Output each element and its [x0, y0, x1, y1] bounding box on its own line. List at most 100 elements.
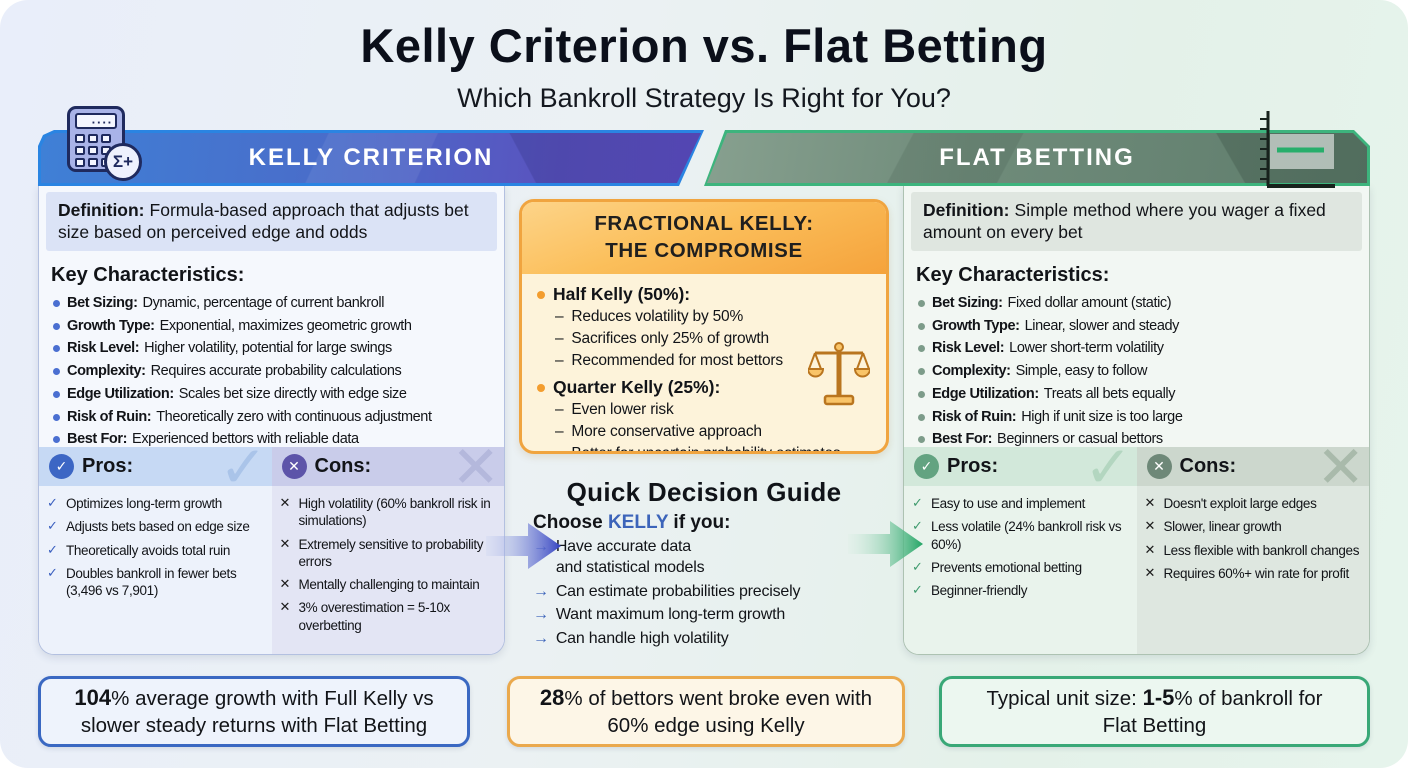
- check-icon: ✓: [47, 541, 58, 557]
- characteristic-item: Best For: Experienced bettors with reliab…: [51, 429, 494, 447]
- characteristic-item: Complexity: Simple, easy to follow: [916, 361, 1359, 383]
- dash-icon: –: [555, 329, 564, 347]
- characteristic-item: Growth Type: Linear, slower and steady: [916, 316, 1359, 338]
- bullet-icon: [537, 290, 545, 299]
- pro-item: ✓ Doubles bankroll in fewer bets (3,496 v…: [47, 564, 237, 599]
- pro-item: ✓ Beginner-friendly: [912, 582, 1028, 599]
- flat-pros-column: ✓ Pros: ✓ ✓ Easy to use and implement ✓ Le…: [904, 447, 1137, 654]
- half-kelly-item: – Recommended for most bettors: [555, 351, 783, 369]
- flat-cons-column: ✕ Cons: ✕ ✕ Doesn't exploit large edges ✕…: [1136, 447, 1369, 654]
- check-icon: ✓: [912, 495, 923, 510]
- calculator-screen-dots: ····: [91, 115, 113, 130]
- pros-title: Pros:: [947, 455, 999, 477]
- checkmark-watermark-icon: ✓: [218, 447, 268, 486]
- characteristic-item: Bet Sizing: Dynamic, percentage of curren…: [51, 293, 494, 315]
- flat-banner: FLAT BETTING: [704, 130, 1370, 186]
- kelly-panel: Definition: Formula-based approach that a…: [38, 185, 505, 655]
- half-kelly-section: Half Kelly (50%): – Reduces volatility by…: [537, 284, 871, 370]
- x-icon: ✕: [279, 535, 291, 551]
- flat-panel: Definition: Simple method where you wager…: [903, 185, 1370, 655]
- flat-pros-cons: ✓ Pros: ✓ ✓ Easy to use and implement ✓ Le…: [904, 447, 1369, 654]
- kelly-growth-stat-box: 104% average growth with Full Kelly vs s…: [38, 676, 470, 747]
- characteristic-item: Complexity: Requires accurate probability…: [51, 361, 494, 383]
- bullet-icon: [918, 436, 925, 444]
- con-item: ✕ Requires 60%+ win rate for profit: [1144, 564, 1350, 581]
- fractional-title-line2: THE COMPROMISE: [605, 239, 803, 262]
- characteristic-item: Edge Utilization: Treats all bets equally: [916, 384, 1359, 406]
- x-watermark-icon: ✕: [1316, 447, 1365, 486]
- guide-item: →Have accurate data and statistical mode…: [533, 537, 838, 579]
- characteristics-title: Key Characteristics:: [51, 263, 245, 286]
- half-kelly-item: – Reduces volatility by 50%: [555, 308, 744, 325]
- arrow-right-icon: →: [533, 606, 549, 624]
- flat-pros-header: ✓ Pros: ✓: [904, 447, 1137, 486]
- bullet-icon: [53, 436, 60, 444]
- x-icon: ✕: [1144, 495, 1156, 510]
- x-icon: ✕: [1144, 518, 1156, 534]
- flat-characteristics: Key Characteristics: Bet Sizing: Fixed do…: [904, 258, 1369, 447]
- check-icon: ✓: [47, 518, 58, 534]
- bullet-icon: [918, 413, 925, 421]
- pro-item: ✓ Adjusts bets based on edge size: [47, 518, 250, 535]
- kelly-flow-arrow-icon: [486, 521, 562, 576]
- bullet-icon: [53, 299, 60, 307]
- kelly-banner-title: KELLY CRITERION: [248, 144, 494, 171]
- kelly-pros-header: ✓ Pros: ✓: [39, 447, 272, 486]
- check-icon: ✓: [912, 582, 923, 598]
- calculator-keys: [75, 134, 111, 167]
- bullet-icon: [918, 345, 925, 353]
- kelly-pros-cons: ✓ Pros: ✓ ✓ Optimizes long-term growth ✓ A…: [39, 447, 504, 654]
- flat-definition: Definition: Simple method where you wager…: [911, 192, 1362, 251]
- flat-cons-header: ✕ Cons: ✕: [1136, 447, 1369, 486]
- quarter-kelly-item: – Even lower risk: [555, 401, 674, 419]
- unit-size-stat-box: Typical unit size: 1-5% of bankroll for …: [939, 676, 1370, 747]
- guide-item: → Can handle high volatility: [533, 629, 838, 650]
- kelly-definition: Definition: Formula-based approach that a…: [46, 192, 497, 251]
- characteristic-item: Risk of Ruin: Theoretically zero with con…: [51, 407, 494, 429]
- quarter-kelly-section: Quarter Kelly (25%): – Even lower risk – M…: [537, 377, 871, 451]
- broke-bettors-stat-box: 28% of bettors went broke even with 60% …: [507, 676, 905, 747]
- half-kelly-item: – Sacrifices only 25% of growth: [555, 329, 769, 347]
- balance-scale-icon: [806, 342, 872, 413]
- arrow-right-icon: →: [533, 582, 549, 600]
- flat-flow-arrow-icon: [848, 518, 924, 575]
- page-subtitle: Which Bankroll Strategy Is Right for You…: [457, 83, 951, 113]
- characteristic-item: Edge Utilization: Scales bet size directl…: [51, 384, 494, 406]
- pros-title: Pros:: [82, 455, 134, 477]
- flat-line-chart-icon: [1256, 107, 1338, 196]
- kelly-cons-column: ✕ Cons: ✕ ✕ High volatility (60% bankroll…: [271, 447, 504, 654]
- definition-label: Definition:: [923, 200, 1010, 220]
- guide-item: → Want maximum long-term growth: [533, 605, 838, 626]
- flat-banner-title: FLAT BETTING: [939, 144, 1135, 171]
- decision-guide: Choose KELLY if you: →Have accurate data…: [533, 512, 883, 653]
- characteristic-item: Risk Level: Higher volatility, potential …: [51, 338, 494, 360]
- sigma-plus-icon: Σ+: [104, 143, 142, 181]
- fractional-title-line1: FRACTIONAL KELLY:: [594, 212, 814, 236]
- bullet-icon: [918, 322, 925, 330]
- dash-icon: –: [555, 308, 564, 325]
- guide-item: → Can estimate probabilities precisely: [533, 582, 838, 603]
- quarter-kelly-item: – Better for uncertain probability estima…: [555, 444, 871, 451]
- con-item: ✕ Mentally challenging to maintain: [279, 576, 480, 593]
- decision-guide-title: Quick Decision Guide: [566, 477, 842, 507]
- check-icon: ✓: [47, 495, 58, 510]
- characteristic-item: Risk Level: Lower short-term volatility: [916, 338, 1359, 360]
- characteristic-item: Bet Sizing: Fixed dollar amount (static): [916, 293, 1359, 315]
- x-icon: ✕: [1144, 541, 1156, 557]
- characteristic-item: Risk of Ruin: High if unit size is too la…: [916, 407, 1359, 429]
- characteristics-title: Key Characteristics:: [916, 263, 1110, 286]
- con-item: ✕ Slower, linear growth: [1144, 518, 1282, 535]
- check-circle-icon: ✓: [49, 454, 74, 479]
- con-item: ✕ High volatility (60% bankroll risk in s…: [279, 495, 491, 529]
- kelly-cons-header: ✕ Cons: ✕: [271, 447, 504, 486]
- pro-item: ✓ Less volatile (24% bankroll risk vs 60%…: [912, 518, 1122, 552]
- definition-text: Simple method where you wager a fixed am…: [923, 200, 1326, 243]
- x-icon: ✕: [279, 495, 291, 510]
- bullet-icon: [918, 299, 925, 307]
- sigma-plus-glyph: Σ+: [112, 152, 134, 171]
- checkmark-watermark-icon: ✓: [1083, 447, 1133, 486]
- x-icon: ✕: [1144, 564, 1156, 580]
- kelly-banner: KELLY CRITERION: [38, 130, 704, 186]
- cons-title: Cons:: [314, 455, 372, 477]
- bullet-icon: [918, 390, 925, 398]
